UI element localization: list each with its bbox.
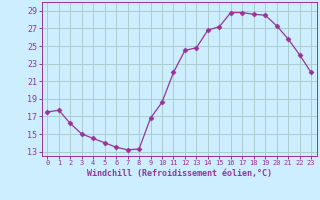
- X-axis label: Windchill (Refroidissement éolien,°C): Windchill (Refroidissement éolien,°C): [87, 169, 272, 178]
